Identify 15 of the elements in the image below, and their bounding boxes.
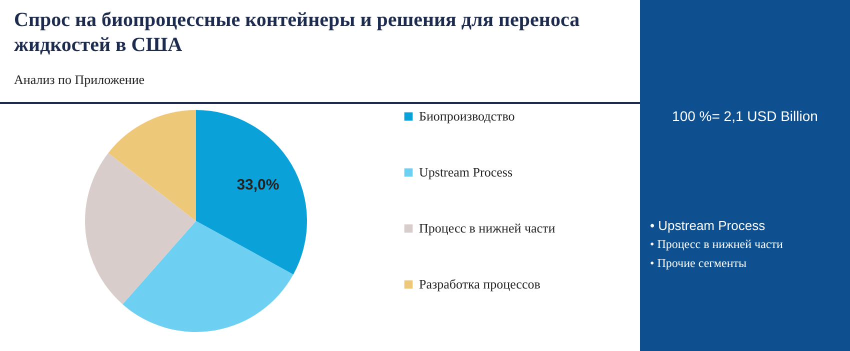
pie-slice: [196, 110, 307, 274]
chart-subtitle: Анализ по Приложение: [14, 72, 145, 88]
pie-slice: [85, 152, 196, 304]
chart-title: Спрос на биопроцессные контейнеры и решения для переноса жидкостей в США: [14, 8, 581, 58]
pie-slice: [122, 221, 294, 332]
legend-label: Биопроизводство: [419, 108, 515, 124]
text: • Прочие сегменты: [650, 256, 747, 271]
text: 100 %= 2,1 USD Billion: [671, 108, 819, 124]
pie-slice: [108, 110, 196, 221]
legend-label: Upstream Process: [419, 164, 513, 180]
legend-label: Разработка процессов: [419, 276, 540, 292]
text: • Процесс в нижней части: [650, 237, 783, 252]
text: • Upstream Process: [650, 218, 766, 233]
legend-label: Процесс в нижней части: [419, 220, 556, 236]
data-label: 33,0%: [236, 176, 280, 194]
